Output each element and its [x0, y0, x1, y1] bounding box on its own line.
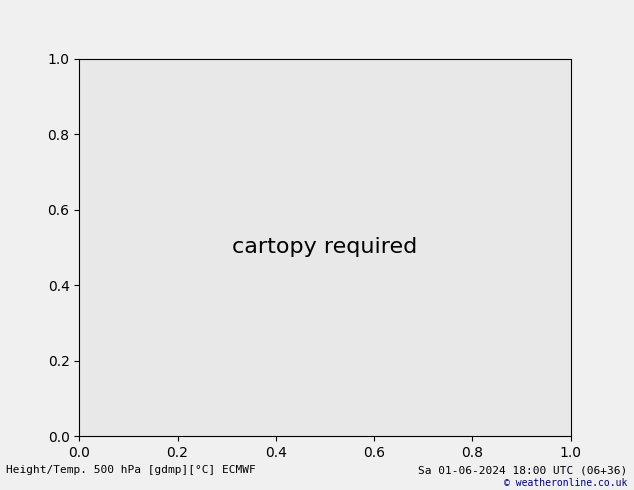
Text: Height/Temp. 500 hPa [gdmp][°C] ECMWF: Height/Temp. 500 hPa [gdmp][°C] ECMWF — [6, 466, 256, 475]
Text: © weatheronline.co.uk: © weatheronline.co.uk — [504, 478, 628, 488]
Text: Sa 01-06-2024 18:00 UTC (06+36): Sa 01-06-2024 18:00 UTC (06+36) — [418, 466, 628, 475]
Text: cartopy required: cartopy required — [232, 238, 418, 257]
